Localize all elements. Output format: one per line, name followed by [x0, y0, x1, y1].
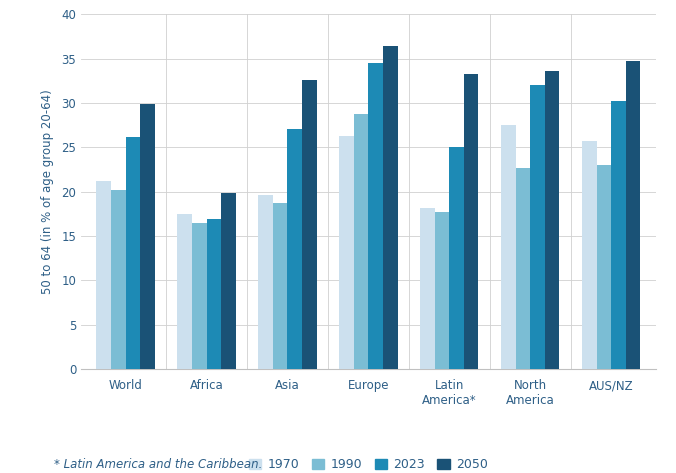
Bar [464, 74, 479, 369]
Bar [207, 219, 221, 369]
Bar [501, 125, 516, 369]
Bar [611, 101, 626, 369]
Bar [626, 61, 640, 369]
Text: * Latin America and the Caribbean.: * Latin America and the Caribbean. [54, 458, 262, 471]
Bar [530, 85, 545, 369]
Bar [597, 165, 611, 369]
Bar [545, 71, 560, 369]
Bar [287, 130, 302, 369]
Bar [435, 212, 450, 369]
Bar [111, 190, 126, 369]
Bar [582, 141, 597, 369]
Bar [126, 137, 140, 369]
Bar [192, 224, 207, 369]
Bar [302, 80, 316, 369]
Bar [420, 208, 435, 369]
Bar [450, 147, 464, 369]
Bar [383, 46, 397, 369]
Bar [273, 203, 287, 369]
Bar [177, 214, 192, 369]
Legend: 1970, 1990, 2023, 2050: 1970, 1990, 2023, 2050 [244, 453, 493, 473]
Y-axis label: 50 to 64 (in % of age group 20-64): 50 to 64 (in % of age group 20-64) [41, 89, 55, 294]
Bar [140, 104, 155, 369]
Bar [339, 136, 354, 369]
Bar [258, 195, 273, 369]
Bar [97, 181, 111, 369]
Bar [516, 167, 530, 369]
Bar [368, 63, 383, 369]
Bar [221, 193, 236, 369]
Bar [354, 114, 368, 369]
